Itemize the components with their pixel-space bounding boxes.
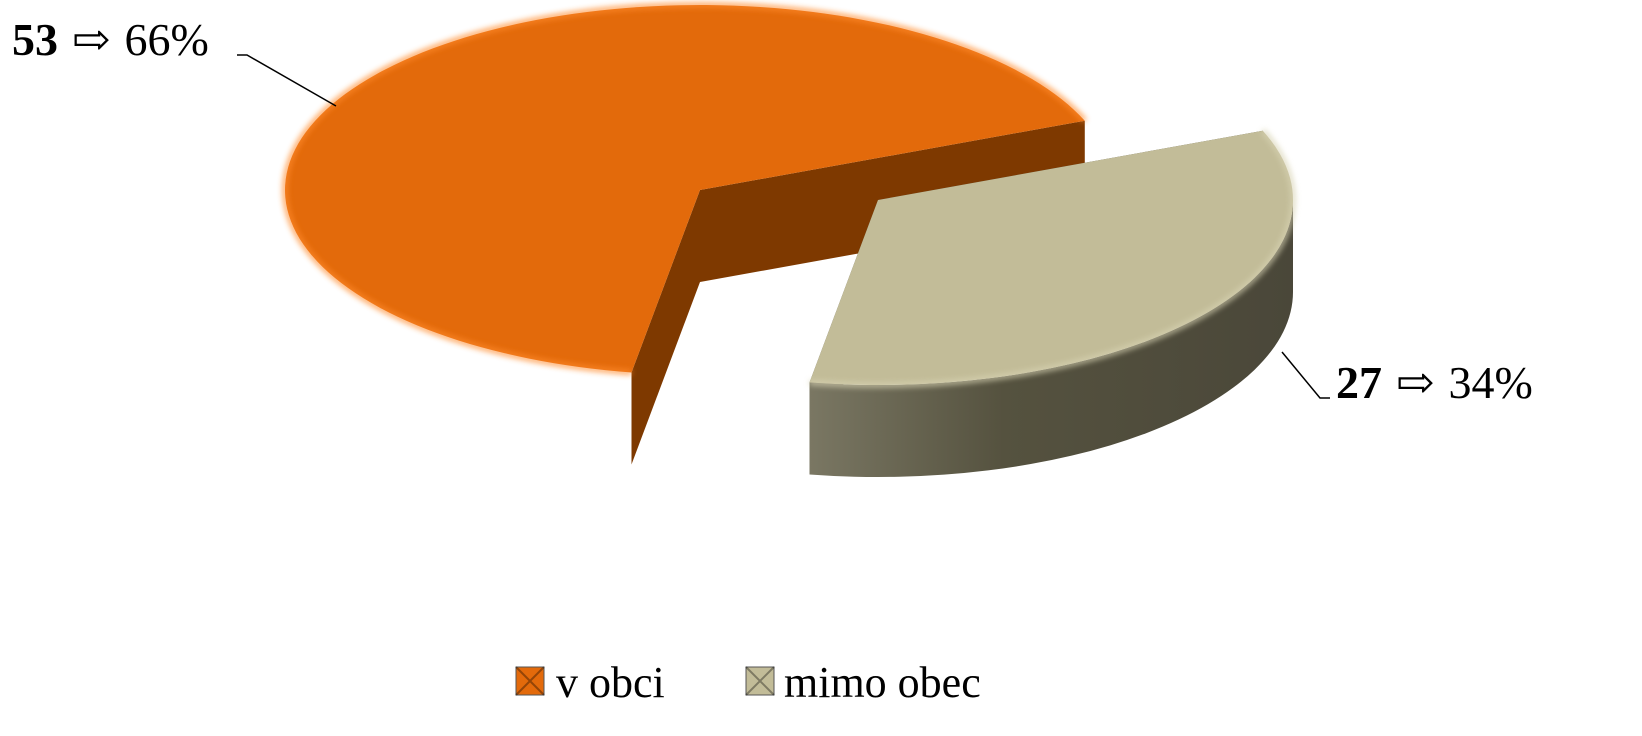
data-label: 53 ⇨ 66%: [12, 14, 209, 65]
data-label-percent: 34%: [1449, 357, 1533, 408]
leader-line: [1281, 351, 1330, 399]
legend-swatch: [515, 666, 545, 696]
pie-slices: [282, 2, 1296, 478]
slice-mimo-obec: [809, 129, 1296, 478]
legend-label: mimo obec: [784, 658, 981, 707]
slice-top: [809, 130, 1293, 385]
legend-swatch-bevel: [745, 666, 775, 696]
legend-swatch-bevel: [515, 666, 545, 696]
data-label-percent: 66%: [125, 14, 209, 65]
data-label-arrow: ⇨: [72, 14, 111, 65]
data-labels: 53 ⇨ 66% 27 ⇨ 34%: [12, 14, 1533, 408]
data-label-arrow: ⇨: [1396, 357, 1435, 408]
legend-swatch: [745, 666, 775, 696]
slice-rim: [809, 129, 1296, 388]
slice-cut-face: [631, 190, 700, 465]
leader-line: [237, 54, 337, 107]
legend-label: v obci: [556, 658, 665, 707]
data-label-value: 27: [1336, 357, 1382, 408]
slice-top: [284, 4, 1085, 373]
slice-rim: [282, 2, 1087, 375]
slice-side: [809, 200, 1293, 478]
legend: v obci mimo obec: [515, 658, 981, 707]
legend-item: mimo obec: [745, 658, 981, 707]
legend-item: v obci: [515, 658, 665, 707]
data-label: 27 ⇨ 34%: [1336, 357, 1533, 408]
data-label-value: 53: [12, 14, 58, 65]
